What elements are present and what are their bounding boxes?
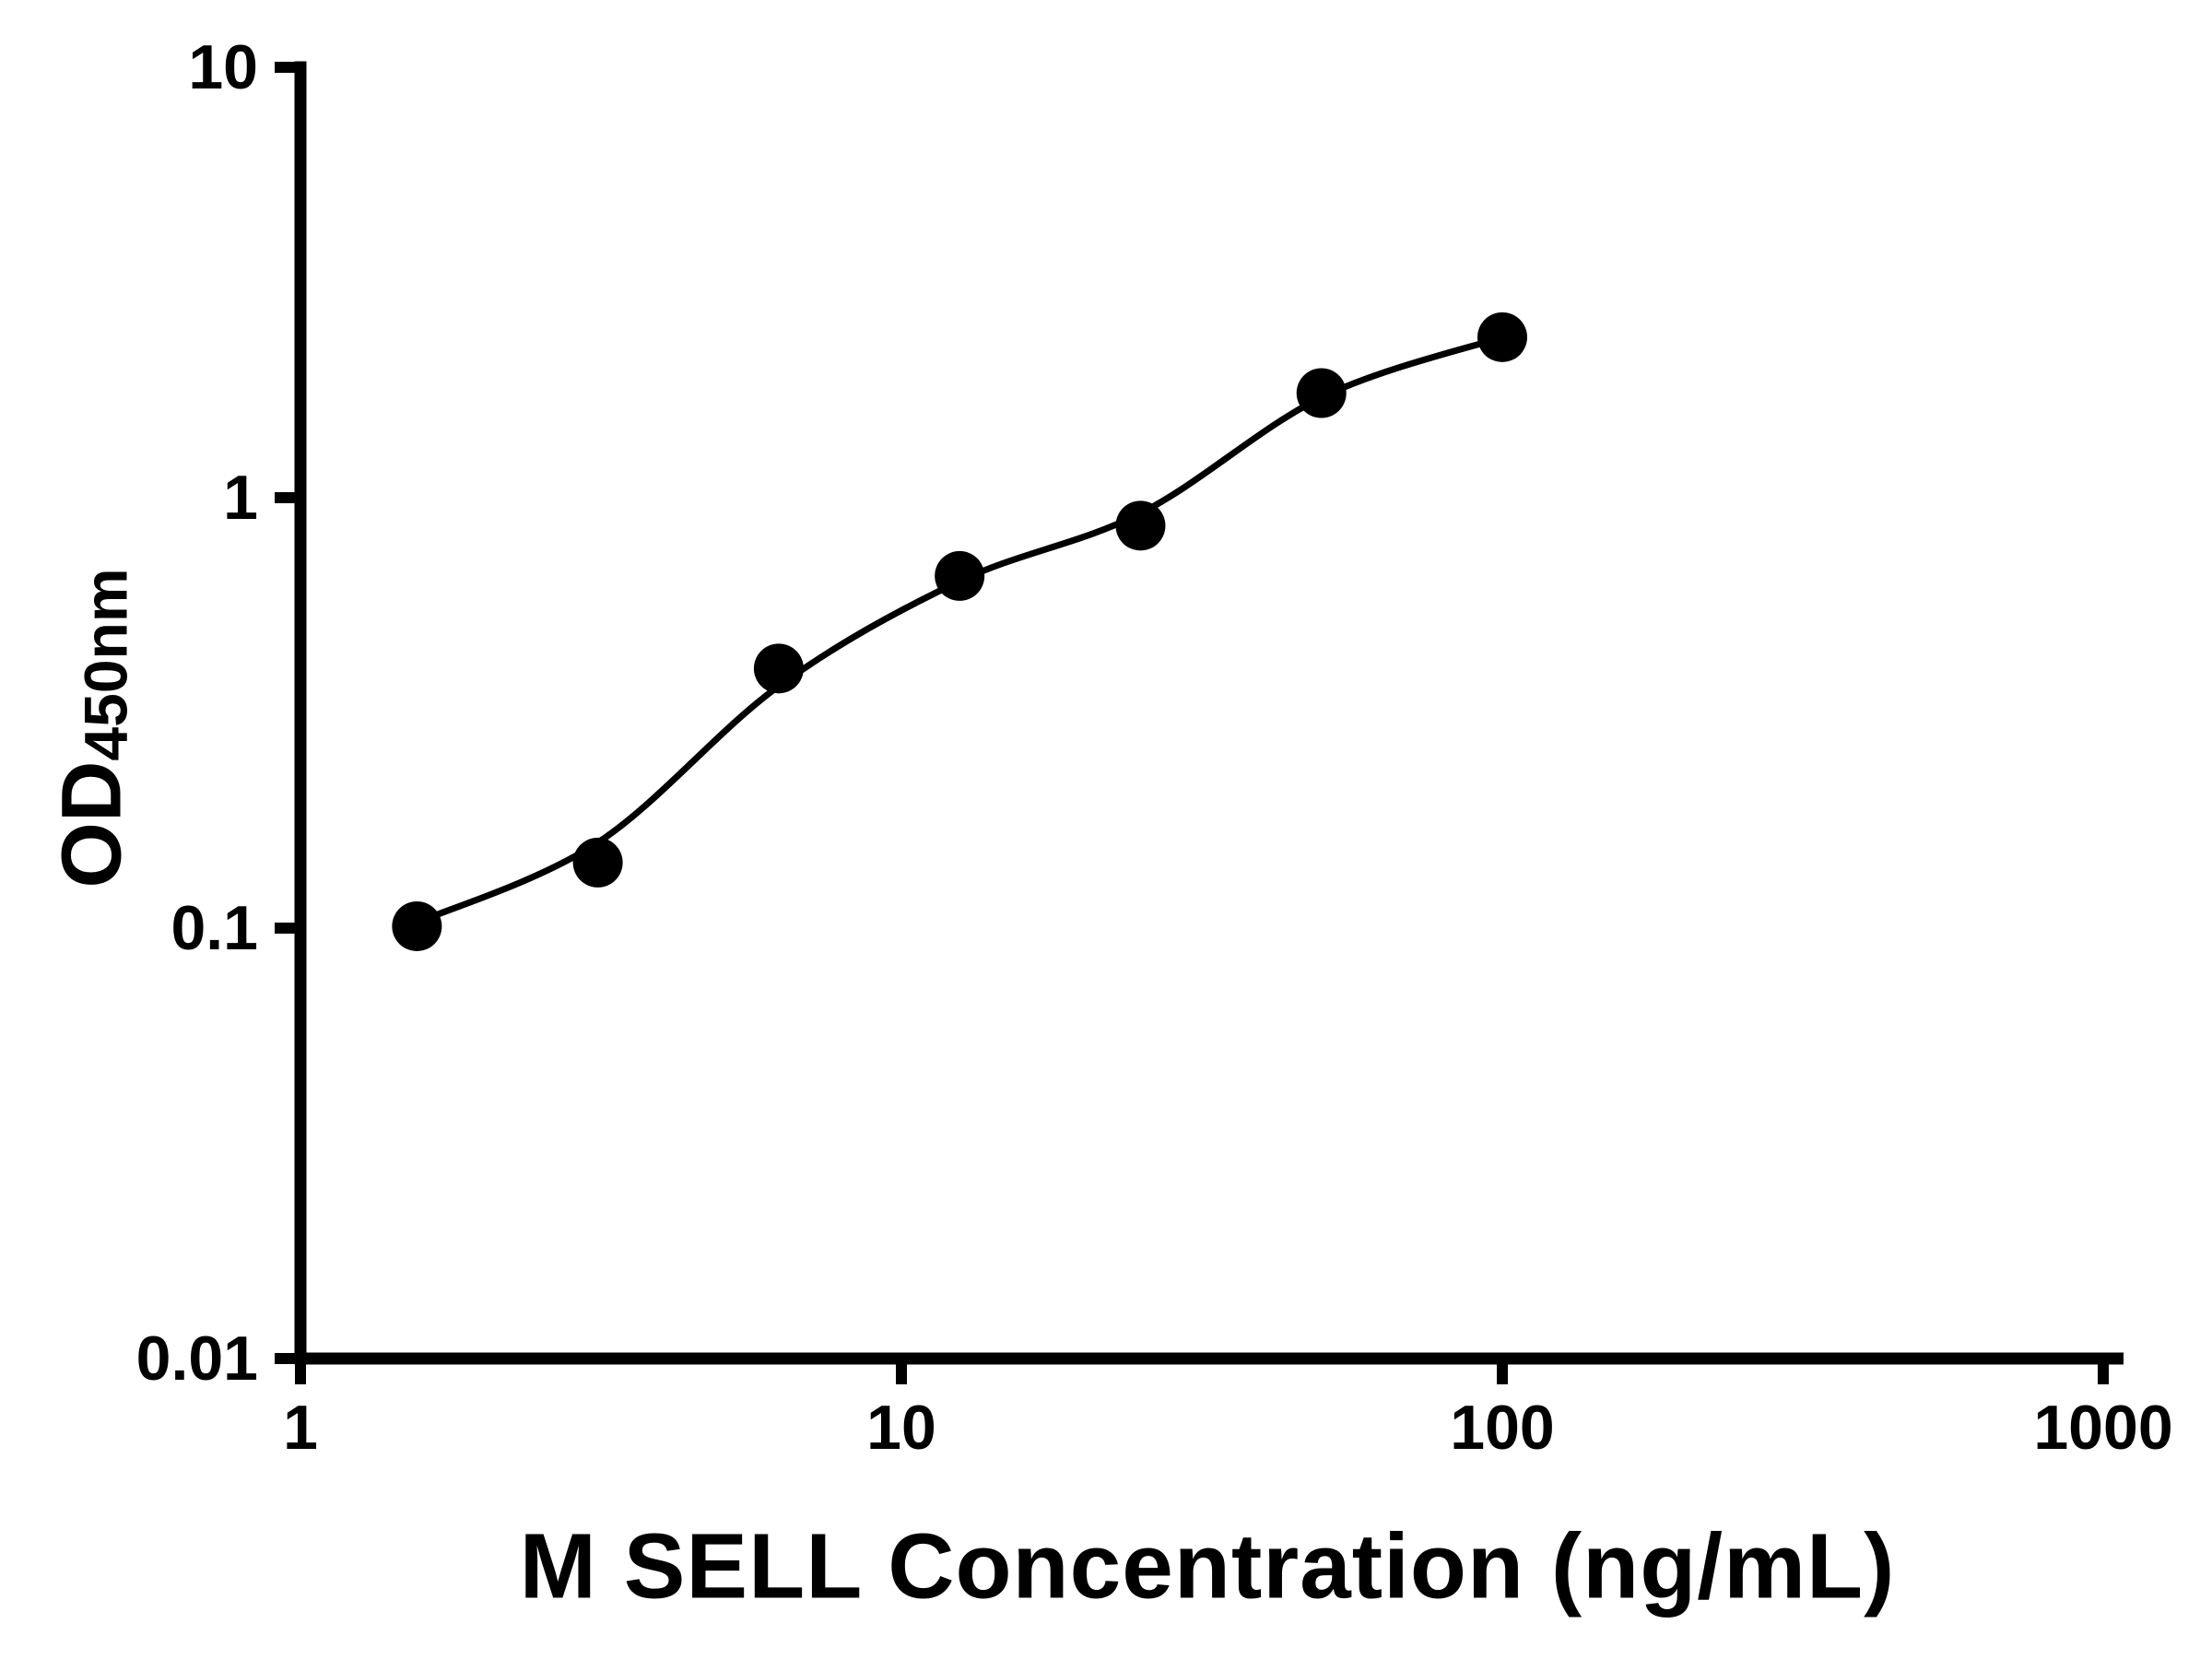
- x-tick-label: 100: [1450, 1393, 1554, 1463]
- y-tick-label: 1: [223, 463, 258, 533]
- x-tick-label: 10: [866, 1393, 936, 1463]
- y-tick-label: 10: [188, 32, 258, 102]
- y-tick-label: 0.01: [136, 1324, 258, 1394]
- data-point-marker: [935, 550, 985, 601]
- x-axis-title: M SELL Concentration (ng/mL): [519, 1514, 1896, 1618]
- data-point-marker: [1477, 312, 1527, 362]
- data-point-marker: [753, 643, 804, 694]
- data-point-marker: [392, 900, 442, 951]
- y-tick-label: 0.1: [171, 893, 258, 963]
- y-axis-title-subscript: 450nm: [71, 568, 140, 761]
- data-point-marker: [1115, 500, 1166, 551]
- y-axis-title-main: OD: [44, 760, 139, 888]
- fit-curve: [415, 334, 1504, 926]
- data-point-marker: [1296, 368, 1347, 418]
- x-tick-label: 1000: [2033, 1393, 2172, 1463]
- data-point-marker: [572, 837, 623, 888]
- y-axis-title: OD450nm: [44, 568, 141, 888]
- x-tick-label: 1: [283, 1393, 318, 1463]
